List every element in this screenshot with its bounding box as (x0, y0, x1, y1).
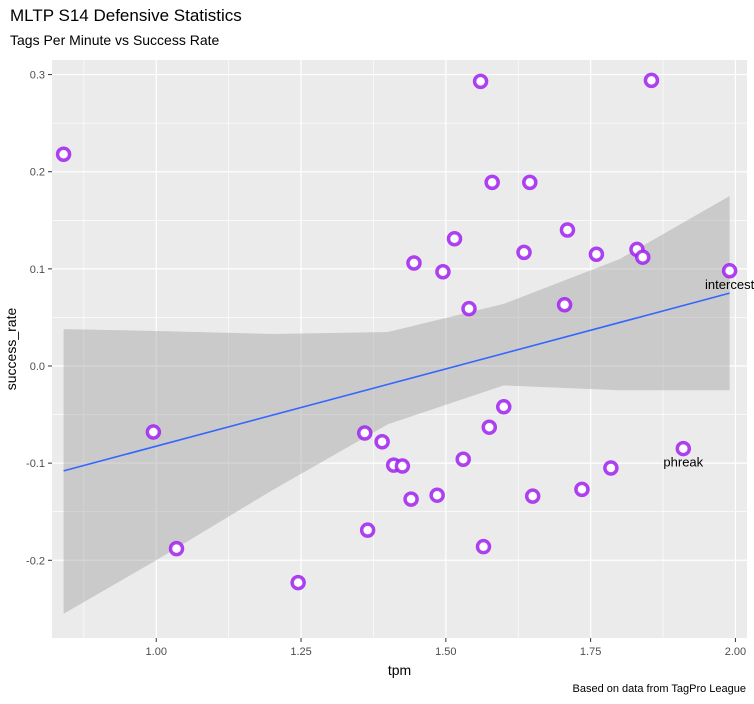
point-label: phreak (663, 455, 703, 470)
x-axis-ticks: 1.00 1.25 1.50 1.75 2.00 (146, 638, 746, 658)
data-point (635, 249, 651, 265)
data-point (475, 538, 492, 555)
y-tick-label: 0.0 (30, 361, 45, 373)
chart-subtitle: Tags Per Minute vs Success Rate (10, 32, 220, 48)
x-axis-title: tpm (388, 662, 411, 678)
data-point (359, 522, 376, 538)
data-point (145, 424, 162, 440)
y-tick-label: -0.1 (26, 458, 45, 470)
x-tick-label: 2.00 (725, 646, 746, 658)
data-point (481, 419, 498, 435)
data-point (374, 434, 390, 450)
chart-title: MLTP S14 Defensive Statistics (10, 6, 242, 25)
data-point (721, 263, 738, 279)
data-point (435, 264, 451, 280)
point-label: intercest (705, 277, 754, 292)
point-labels-layer: intercest phreak (663, 277, 754, 470)
data-point (406, 255, 422, 271)
y-axis-title: success_rate (3, 308, 19, 391)
data-point (496, 399, 512, 415)
y-tick-label: 0.2 (30, 167, 45, 179)
plot-panel (52, 60, 747, 638)
y-axis-ticks: -0.2 -0.1 0.0 0.1 0.2 0.3 (26, 70, 52, 567)
data-point (522, 174, 538, 191)
data-point (455, 451, 471, 468)
data-point (574, 481, 590, 498)
data-point (603, 460, 619, 476)
data-point (403, 491, 419, 507)
data-point (559, 222, 576, 238)
x-tick-label: 1.25 (290, 646, 311, 658)
chart-caption: Based on data from TagPro League (572, 683, 746, 695)
data-point (429, 487, 445, 503)
data-point (290, 574, 306, 591)
data-points-layer (55, 72, 738, 591)
data-point (524, 488, 541, 504)
trend-line (63, 292, 730, 472)
x-tick-label: 1.00 (146, 646, 167, 658)
y-tick-label: 0.1 (30, 264, 45, 276)
minor-gridlines (52, 60, 747, 638)
data-point (675, 440, 692, 457)
data-point (357, 425, 373, 441)
x-tick-label: 1.50 (435, 646, 456, 658)
x-tick-label: 1.75 (580, 646, 601, 658)
data-point (588, 246, 605, 263)
data-point (394, 458, 411, 474)
y-tick-label: 0.3 (30, 70, 45, 82)
data-point (643, 72, 660, 89)
data-point (55, 146, 72, 162)
data-point (516, 244, 532, 261)
y-tick-label: -0.2 (26, 555, 45, 567)
data-point (556, 297, 573, 313)
data-point (168, 540, 185, 557)
data-point (484, 174, 500, 191)
data-point (472, 73, 489, 90)
data-point (461, 300, 477, 317)
trend-line-layer (63, 292, 730, 472)
data-point (446, 230, 463, 247)
